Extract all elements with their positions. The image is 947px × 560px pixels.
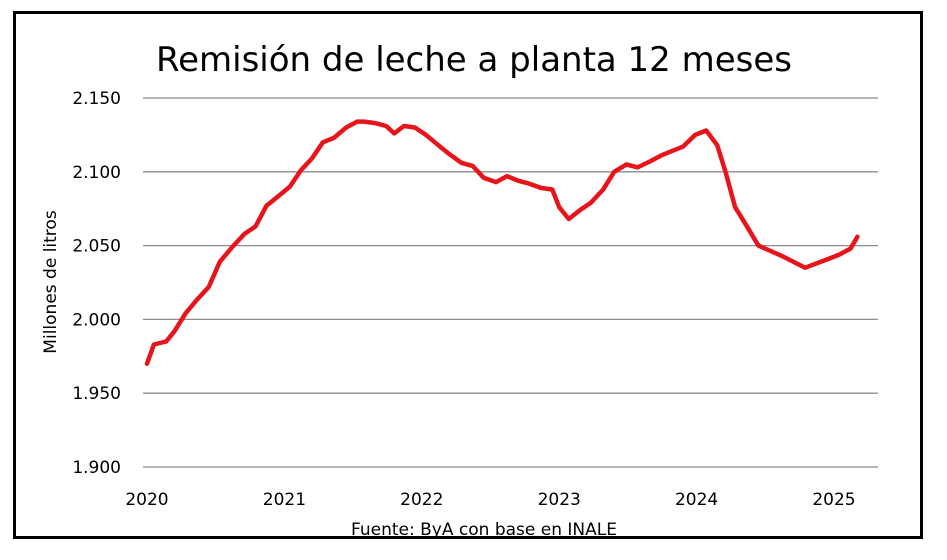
x-tick-label: 2025 [812, 490, 855, 510]
y-tick-label: 2.150 [72, 89, 121, 109]
gridlines [143, 97, 878, 468]
y-axis-label: Millones de litros [41, 210, 61, 354]
y-axis-ticks: 1.900 1.950 2.000 2.050 2.100 2.150 [72, 89, 121, 478]
series-line [144, 119, 860, 366]
y-tick-label: 2.100 [72, 163, 121, 183]
x-tick-label: 2020 [125, 490, 168, 510]
series-layer [144, 119, 860, 366]
x-tick-label: 2022 [400, 490, 443, 510]
y-tick-label: 1.900 [72, 458, 121, 478]
y-tick-label: 2.000 [72, 310, 121, 330]
y-tick-label: 2.050 [72, 237, 121, 257]
chart-title: Remisión de leche a planta 12 meses [156, 40, 792, 80]
x-axis-ticks: 2020 2021 2022 2023 2024 2025 [125, 490, 855, 510]
x-tick-label: 2024 [675, 490, 718, 510]
x-tick-label: 2023 [538, 490, 581, 510]
source-note: Fuente: ByA con base en INALE [351, 520, 617, 536]
x-tick-label: 2021 [263, 490, 306, 510]
chart-frame: Remisión de leche a planta 12 meses 1.90… [13, 11, 923, 539]
y-tick-label: 1.950 [72, 384, 121, 404]
line-chart: Remisión de leche a planta 12 meses 1.90… [41, 40, 878, 536]
